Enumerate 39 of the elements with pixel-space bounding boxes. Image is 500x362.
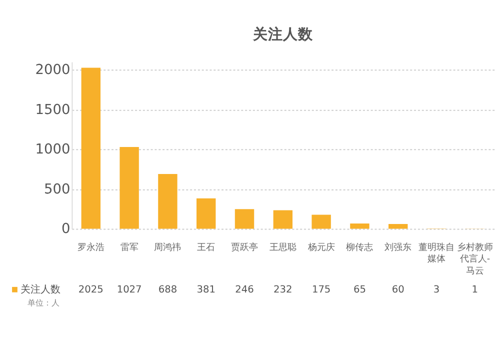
x-tick-label: 柳传志	[346, 242, 374, 253]
y-tick-label: 1000	[35, 142, 70, 158]
legend-label: 关注人数	[20, 284, 61, 296]
y-tick-label: 1500	[35, 102, 70, 118]
x-tick-label: 乡村教师代言人-马云	[456, 242, 493, 276]
bar	[81, 68, 101, 229]
data-label: 60	[392, 284, 404, 296]
data-label: 246	[235, 284, 254, 296]
x-tick-label: 董明珠自媒体	[418, 242, 455, 265]
bar	[273, 210, 293, 229]
text: 单位：人	[28, 298, 60, 308]
data-label: 1	[472, 284, 478, 296]
data-label: 381	[196, 284, 216, 296]
bar	[312, 214, 331, 229]
bar	[388, 224, 408, 229]
x-tick-label: 罗永浩	[77, 242, 104, 253]
y-tick-label: 500	[44, 181, 70, 198]
data-label: 688	[158, 284, 178, 296]
data-label: 175	[312, 284, 331, 296]
data-label: 1027	[116, 284, 142, 296]
x-tick-label: 王石	[197, 242, 216, 253]
bar	[350, 224, 370, 229]
x-tick-label: 王思聪	[269, 242, 296, 253]
x-tick-label: 贾跃亭	[231, 242, 258, 253]
bar	[234, 209, 254, 229]
bar	[120, 147, 139, 229]
y-tick-label: 2000	[35, 62, 70, 78]
data-label: 2025	[78, 284, 104, 296]
data-label: 65	[353, 284, 366, 296]
x-tick-label: 周鸿祎	[154, 242, 182, 253]
x-tick-label: 杨元庆	[306, 242, 335, 253]
x-tick-label: 雷军	[120, 242, 138, 253]
y-tick-label: 0	[61, 221, 70, 238]
chart-title: 关注人数	[252, 25, 314, 44]
bar	[196, 198, 216, 229]
x-tick-label: 刘强东	[384, 242, 412, 253]
bar	[158, 174, 178, 229]
data-label: 3	[433, 284, 440, 296]
data-label: 232	[274, 284, 292, 296]
